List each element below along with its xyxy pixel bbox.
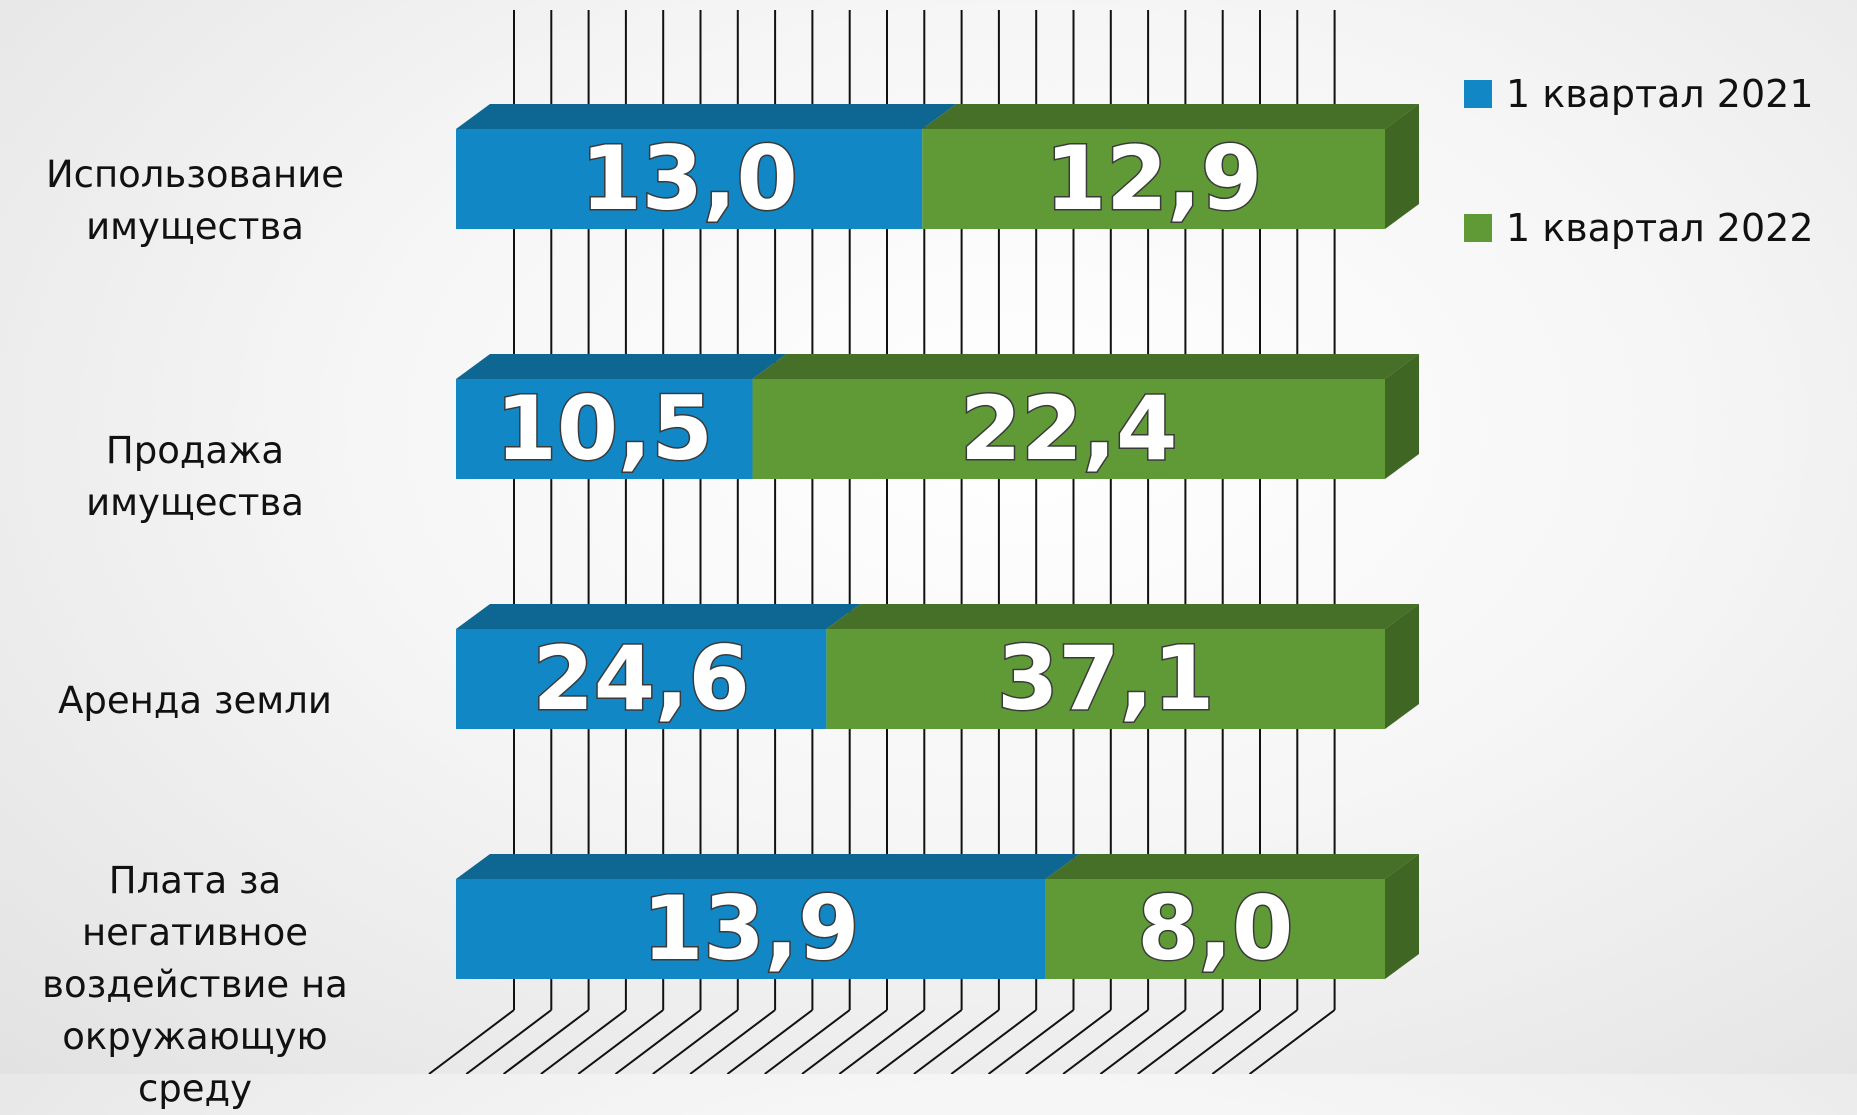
- legend-label-2022: 1 квартал 2022: [1506, 206, 1814, 250]
- legend-item-2022: 1 квартал 2022: [1464, 206, 1814, 250]
- data-label: 10,5: [496, 377, 713, 480]
- bar-top-face: [456, 854, 1080, 879]
- bar-side-face: [1385, 104, 1419, 229]
- grid-floor-line: [875, 1009, 963, 1074]
- data-label: 24,6: [533, 627, 750, 730]
- legend-item-2021: 1 квартал 2021: [1464, 72, 1814, 116]
- grid-floor-line: [1025, 1009, 1112, 1074]
- grid-floor-line: [689, 1009, 776, 1074]
- bar-top-face: [456, 604, 861, 629]
- bars: [456, 104, 1419, 979]
- bar-top-face: [752, 354, 1419, 379]
- data-label: 13,0: [581, 127, 798, 230]
- bar-side-face: [1385, 354, 1419, 479]
- grid-floor-line: [1248, 1009, 1336, 1074]
- bar-top-face: [456, 104, 957, 129]
- bar-top-face: [456, 354, 787, 379]
- chart-svg: 13,0 12,9 10,5 22,4 24,6 37,1 13,9 8,0: [428, 10, 1419, 1074]
- category-label: Плата за негативное воздействие на окруж…: [42, 859, 348, 1110]
- data-label: 13,9: [642, 877, 859, 980]
- grid-floor-line: [764, 1009, 851, 1074]
- data-labels: 13,0 12,9 10,5 22,4 24,6 37,1 13,9 8,0: [494, 126, 1295, 982]
- chart-area: 13,0 12,9 10,5 22,4 24,6 37,1 13,9 8,0 Использо…: [42, 10, 1814, 1110]
- grid-floor-line: [838, 1009, 925, 1074]
- bar-segment: [922, 129, 1385, 229]
- bar-segment: [456, 129, 923, 229]
- data-label: 37,1: [997, 627, 1214, 730]
- legend-label-2021: 1 квартал 2021: [1506, 72, 1814, 116]
- bar-segment: [826, 629, 1385, 729]
- bar-side-face: [1385, 854, 1419, 979]
- grid-floor-line: [950, 1009, 1037, 1074]
- grid-floor-line: [428, 1009, 515, 1074]
- bar-segment: [456, 629, 827, 729]
- grid-floor-line: [502, 1009, 590, 1074]
- grid-floor-line: [577, 1009, 664, 1074]
- grid-floor-line: [1099, 1009, 1187, 1074]
- grid-floor-line: [465, 1009, 552, 1074]
- bar-segment: [456, 879, 1046, 979]
- category-label: Аренда земли: [58, 679, 332, 722]
- bar-segment: [752, 379, 1385, 479]
- grid-floor-line: [1137, 1009, 1224, 1074]
- bar-top-face: [826, 604, 1419, 629]
- grid-floor-line: [913, 1009, 1000, 1074]
- bar-top-face: [922, 104, 1419, 129]
- bar-segment: [1045, 879, 1385, 979]
- bar-segment: [456, 379, 753, 479]
- grid-floor-line: [801, 1009, 888, 1074]
- grid-floor-line: [1174, 1009, 1261, 1074]
- grid-floor-line: [652, 1009, 739, 1074]
- grid-floor-line: [614, 1009, 702, 1074]
- bar-side-face: [1385, 604, 1419, 729]
- grid-floor-line: [1211, 1009, 1298, 1074]
- grid-floor-line: [1062, 1009, 1149, 1074]
- data-label: 12,9: [1045, 127, 1262, 230]
- legend-swatch-2021: [1464, 80, 1492, 108]
- legend-swatch-2022: [1464, 214, 1492, 242]
- grid-floor-line: [726, 1009, 814, 1074]
- data-label: 22,4: [960, 377, 1177, 480]
- grid-floor-line: [987, 1009, 1075, 1074]
- bar-top-face: [1045, 854, 1419, 879]
- category-label: Использование имущества: [45, 153, 345, 248]
- data-label: 8,0: [1137, 877, 1293, 980]
- grid-floor-line: [540, 1009, 627, 1074]
- category-label: Продажа имущества: [86, 429, 304, 524]
